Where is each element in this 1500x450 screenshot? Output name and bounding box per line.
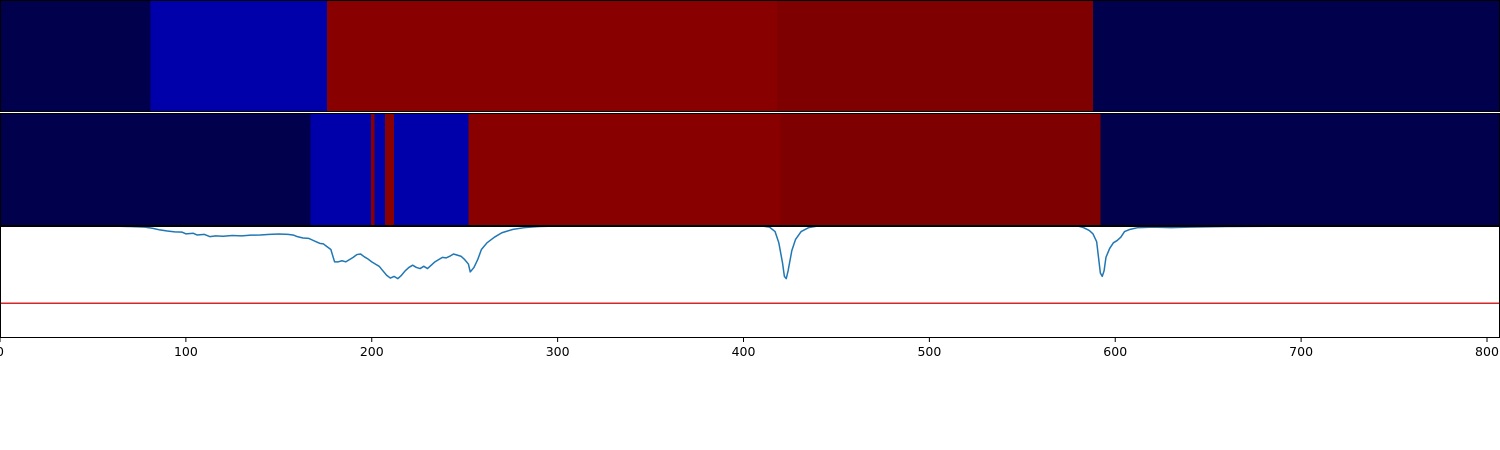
panel-frame [0,226,1500,338]
x-tick-label: 0 [0,344,4,359]
heatmap-segment [150,0,328,112]
heatmap-segment [1092,0,1500,112]
heatmap-segment [370,113,375,226]
x-axis: 0 100 200 300 400 500 600 700 800 [0,338,1499,359]
heatmap-segment [0,113,311,226]
heatmap-segment [384,113,395,226]
series-line [0,226,1500,280]
heatmap-segment [0,0,151,112]
heatmap-segment [374,113,385,226]
x-tick-label: 500 [917,344,941,359]
x-tick-label: 100 [174,344,198,359]
heatmap-panel-middle [0,113,1500,226]
x-tick-label: 400 [732,344,756,359]
heatmap-segment [468,113,781,226]
heatmap-segment [780,113,1101,226]
heatmap-panel-top [0,0,1500,112]
x-tick-label: 200 [360,344,384,359]
heatmap-segment [776,0,1093,112]
x-tick-label: 700 [1289,344,1313,359]
heatmap-segment [310,113,371,226]
heatmap-segment [1100,113,1500,226]
heatmap-segment [327,0,777,112]
x-tick-label: 800 [1475,344,1499,359]
heatmap-segment [394,113,469,226]
line-plot-panel [0,226,1500,338]
x-tick-label: 600 [1103,344,1127,359]
x-tick-label: 300 [546,344,570,359]
